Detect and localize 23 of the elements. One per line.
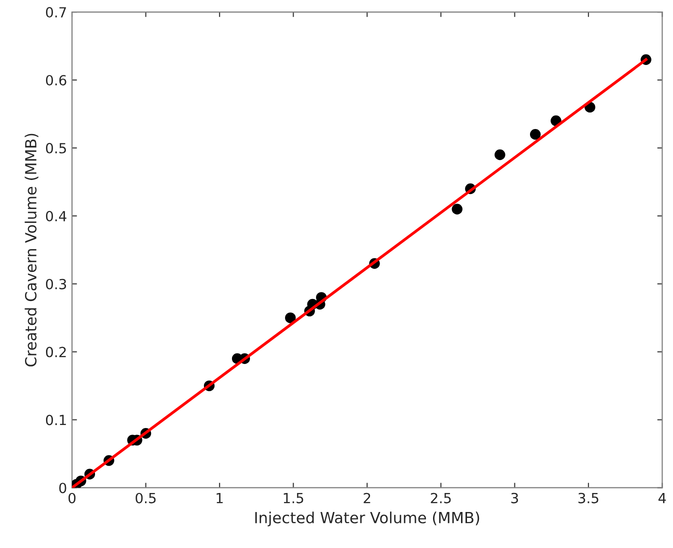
y-tick-label: 0.3 (46, 278, 66, 290)
x-tick-label: 4 (658, 493, 666, 504)
point (285, 312, 296, 324)
x-tick-label: 2.5 (430, 492, 451, 504)
y-tick-label: 0.6 (46, 74, 66, 86)
y-tick-label: 0 (59, 482, 66, 494)
y-axis-title: Created Cavern Volume (MMB) (24, 134, 38, 366)
y-tick-label: 0.7 (46, 7, 66, 18)
y-tick-label: 0.1 (46, 414, 66, 426)
x-tick-label: 1.5 (284, 493, 304, 504)
point (530, 129, 541, 140)
x-tick-label: 1 (216, 493, 223, 504)
y-tick-label: 0.4 (46, 210, 66, 222)
x-tick-label: 0.5 (136, 492, 156, 504)
x-tick-label: 0 (68, 492, 76, 504)
x-tick-label: 3 (511, 492, 518, 504)
x-tick-label: 3.5 (578, 492, 598, 504)
x-axis-title: Injected Water Volume (MMB) (255, 512, 480, 526)
y-tick-label: 0.5 (46, 142, 66, 154)
point (452, 204, 462, 214)
x-tick-label: 2 (364, 492, 370, 504)
y-tick-label: 0.2 (46, 346, 66, 358)
point (494, 149, 506, 160)
